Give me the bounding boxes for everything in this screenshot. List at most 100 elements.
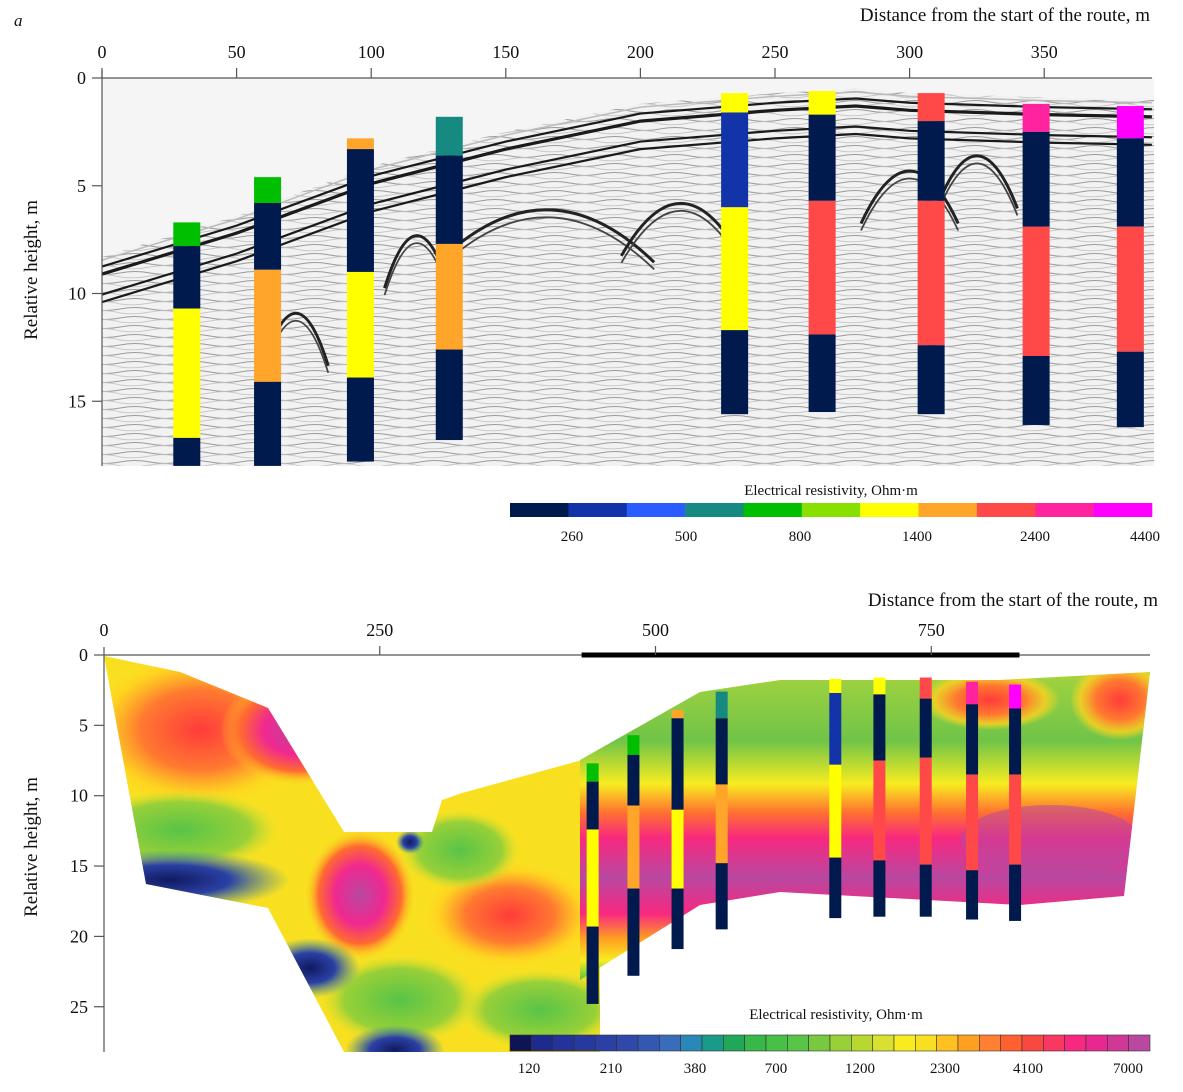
- bottom-column-layer: [587, 763, 599, 781]
- top-column: [809, 91, 836, 412]
- bottom-column-layer: [920, 865, 932, 917]
- bottom-colorbar-tick-label: 1200: [845, 1061, 875, 1077]
- top-y-axis-title: Relative height, m: [21, 200, 42, 340]
- top-column: [173, 222, 200, 466]
- top-column: [436, 117, 463, 440]
- top-column-layer: [809, 334, 836, 412]
- top-colorbar: Electrical resistivity, Ohm·m 2605008001…: [510, 483, 1160, 545]
- bottom-colorbar-swatch: [574, 1035, 595, 1051]
- bottom-column-layer: [672, 889, 684, 950]
- bottom-colorbar-swatch: [958, 1035, 979, 1051]
- top-column-layer: [436, 117, 463, 156]
- top-column-layer: [347, 378, 374, 462]
- top-y-tick-label: 0: [77, 68, 86, 88]
- top-x-tick-label: 250: [762, 42, 789, 62]
- bottom-colorbar-swatch: [1022, 1035, 1043, 1051]
- bottom-colorbar-swatch: [745, 1035, 766, 1051]
- bottom-column-layer: [587, 782, 599, 830]
- top-column-layer: [436, 350, 463, 441]
- top-colorbar-swatch: [1094, 503, 1153, 517]
- top-column-layer: [1117, 138, 1144, 226]
- top-column-layer: [254, 203, 281, 270]
- bottom-colorbar-swatch: [873, 1035, 894, 1051]
- bottom-column-layer: [920, 678, 932, 699]
- top-column-layer: [173, 222, 200, 246]
- top-colorbar-swatch: [685, 503, 744, 517]
- top-colorbar-tick-label: 260: [561, 529, 584, 545]
- bottom-column-layer: [920, 758, 932, 865]
- bottom-column-layer: [966, 775, 978, 871]
- bottom-colorbar-tick-label: 7000: [1113, 1061, 1143, 1077]
- bottom-colorbar-swatch: [1065, 1035, 1086, 1051]
- top-column-layer: [254, 382, 281, 466]
- bottom-colorbar-swatch: [702, 1035, 723, 1051]
- bottom-colorbar-swatch: [553, 1035, 574, 1051]
- bottom-colorbar-swatch: [681, 1035, 702, 1051]
- top-y-tick-label: 5: [77, 176, 86, 196]
- top-column-layer: [1117, 106, 1144, 138]
- bottom-column-layer: [829, 765, 841, 858]
- bottom-column-layer: [1009, 865, 1021, 921]
- top-column-layer: [918, 93, 945, 121]
- bottom-colorbar-swatch: [595, 1035, 616, 1051]
- bottom-colorbar-swatch: [979, 1035, 1000, 1051]
- bottom-column-layer: [1009, 775, 1021, 865]
- bottom-column-layer: [873, 678, 885, 695]
- top-colorbar-tick-label: 2400: [1020, 529, 1050, 545]
- top-colorbar-tick-label: 4400: [1130, 529, 1160, 545]
- top-column-layer: [809, 115, 836, 201]
- bottom-colorbar-tick-label: 380: [684, 1061, 707, 1077]
- top-x-tick-label: 350: [1031, 42, 1058, 62]
- bottom-y-tick-label: 20: [70, 926, 88, 946]
- top-x-tick-label: 100: [358, 42, 385, 62]
- top-column-layer: [347, 272, 374, 378]
- top-column-layer: [721, 93, 748, 112]
- bottom-y-axis-title: Relative height, m: [21, 777, 42, 917]
- bottom-column-layer: [716, 692, 728, 719]
- bottom-colorbar-swatch: [659, 1035, 680, 1051]
- top-column: [254, 177, 281, 466]
- bottom-column: [1009, 685, 1021, 921]
- bottom-column-layer: [716, 784, 728, 863]
- bottom-colorbar-tick-label: 700: [765, 1061, 788, 1077]
- bottom-column-layer: [627, 755, 639, 806]
- bottom-x-tick-label: 250: [366, 620, 393, 640]
- top-colorbar-swatch: [860, 503, 919, 517]
- top-colorbar-swatch: [1035, 503, 1094, 517]
- top-colorbar-tick-label: 1400: [902, 529, 932, 545]
- top-column-layer: [721, 207, 748, 330]
- top-radargram: [102, 78, 1156, 470]
- top-column-layer: [1023, 356, 1050, 425]
- bottom-column: [627, 735, 639, 976]
- top-column-layer: [254, 270, 281, 382]
- bottom-column-layer: [627, 735, 639, 755]
- bottom-colorbar-swatch: [1107, 1035, 1128, 1051]
- top-column-layer: [173, 246, 200, 308]
- figure: a Distance from the start of the route, …: [0, 0, 1183, 1092]
- bottom-y-tick-label: 15: [70, 856, 88, 876]
- top-column: [721, 93, 748, 414]
- top-colorbar-swatch: [510, 503, 569, 517]
- top-colorbar-swatch: [977, 503, 1036, 517]
- bottom-colorbar-swatch: [617, 1035, 638, 1051]
- bottom-colorbar-tick-label: 2300: [930, 1061, 960, 1077]
- top-colorbar-swatch: [802, 503, 861, 517]
- bottom-column-layer: [716, 718, 728, 784]
- top-colorbar-swatch: [919, 503, 978, 517]
- top-colorbar-tick-label: 800: [789, 529, 812, 545]
- bottom-column-layer: [873, 694, 885, 760]
- bottom-colorbar-swatch: [1086, 1035, 1107, 1051]
- bottom-column-layer: [873, 860, 885, 916]
- top-column-layer: [1117, 227, 1144, 352]
- bottom-colorbar-swatch: [531, 1035, 552, 1051]
- top-x-tick-label: 300: [896, 42, 923, 62]
- top-column: [1023, 104, 1050, 425]
- bottom-column-layer: [966, 870, 978, 919]
- top-column-layer: [1117, 352, 1144, 427]
- bottom-colorbar-swatch: [1001, 1035, 1022, 1051]
- top-column-layer: [1023, 104, 1050, 132]
- top-column-layer: [1023, 227, 1050, 356]
- bottom-colorbar-title: Electrical resistivity, Ohm·m: [749, 1007, 923, 1023]
- bottom-column-layer: [1009, 685, 1021, 709]
- bottom-colorbar-tick-label: 120: [518, 1061, 541, 1077]
